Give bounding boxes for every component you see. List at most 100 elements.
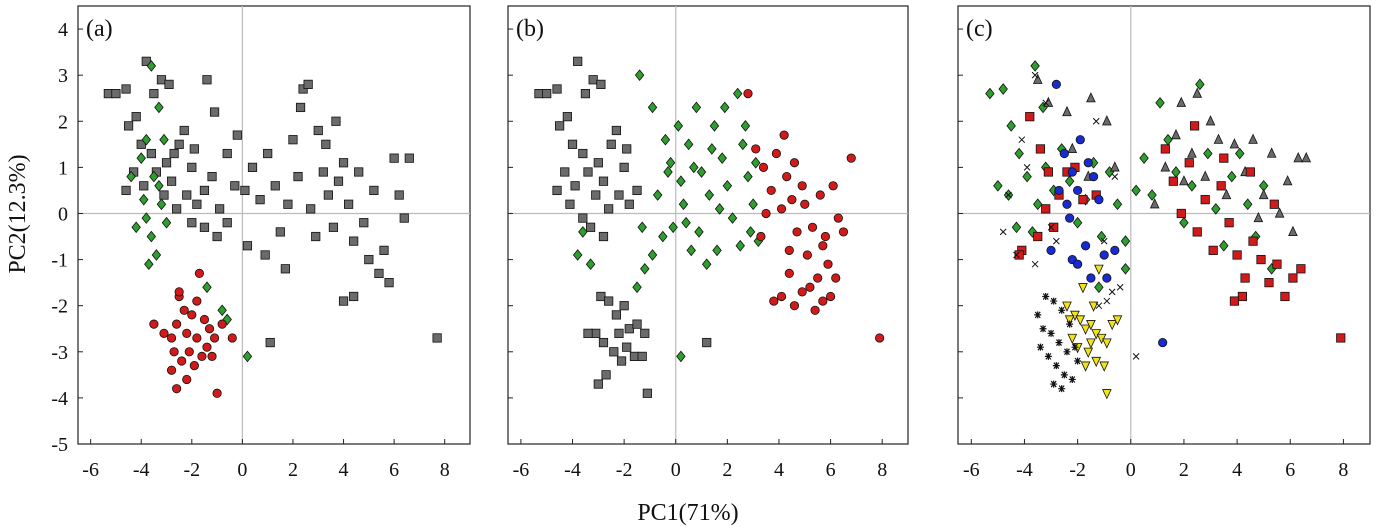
data-point xyxy=(598,337,609,348)
data-point xyxy=(1224,218,1234,228)
data-point xyxy=(1245,167,1255,177)
data-point xyxy=(704,189,715,201)
data-point xyxy=(399,213,409,223)
data-point xyxy=(696,166,707,178)
data-point xyxy=(146,230,157,243)
data-point xyxy=(583,167,593,177)
data-point xyxy=(1187,179,1197,192)
x-tick-label: 4 xyxy=(774,459,784,481)
data-point xyxy=(1274,207,1285,218)
data-point xyxy=(146,148,156,159)
data-point xyxy=(194,268,204,279)
data-point xyxy=(197,351,207,361)
data-point xyxy=(756,231,766,242)
data-point xyxy=(166,176,177,186)
data-point xyxy=(182,328,192,338)
data-point xyxy=(192,296,202,306)
data-point xyxy=(1036,343,1044,351)
y-tick-label: 0 xyxy=(58,203,68,225)
data-point xyxy=(182,190,192,200)
data-point xyxy=(598,176,609,186)
x-tick-label: 0 xyxy=(671,459,681,481)
data-point xyxy=(1253,211,1264,223)
data-point xyxy=(217,319,227,329)
data-point xyxy=(1099,361,1110,372)
data-point xyxy=(111,89,121,99)
data-point xyxy=(583,328,593,338)
data-point xyxy=(156,198,167,211)
data-point xyxy=(1158,337,1168,348)
data-point xyxy=(596,291,606,302)
y-tick-label: -5 xyxy=(51,434,68,456)
data-point xyxy=(202,75,212,85)
data-point xyxy=(1080,324,1091,335)
series-green-diamond xyxy=(572,69,764,363)
data-point xyxy=(1176,208,1186,219)
series-red-circle xyxy=(743,89,885,343)
data-point xyxy=(1052,237,1060,245)
data-point xyxy=(1132,353,1140,360)
data-point xyxy=(782,171,792,182)
data-point xyxy=(1219,239,1229,252)
panel-c: -6 -4 -2 0 2 4 6 8 (c) xyxy=(957,5,1371,481)
data-point xyxy=(1006,120,1016,132)
data-point xyxy=(585,222,596,232)
data-point xyxy=(404,153,414,163)
data-point xyxy=(611,310,621,320)
series-gray-triangle xyxy=(1032,73,1312,237)
data-point xyxy=(828,181,838,191)
data-point xyxy=(172,319,182,329)
data-point xyxy=(1232,250,1242,260)
data-point xyxy=(1071,343,1079,351)
data-point xyxy=(1034,311,1042,319)
data-point xyxy=(151,249,162,261)
data-point xyxy=(800,199,810,209)
data-point xyxy=(552,84,562,94)
data-point xyxy=(311,231,321,242)
data-point xyxy=(394,190,404,200)
data-point xyxy=(1067,142,1078,154)
data-point xyxy=(222,148,232,159)
data-point xyxy=(1030,60,1040,72)
data-point xyxy=(637,221,647,234)
x-tick-label: -6 xyxy=(963,459,980,481)
y-tick-label: 4 xyxy=(58,19,68,41)
data-point xyxy=(1139,152,1149,164)
data-point xyxy=(187,310,197,320)
data-point xyxy=(784,268,794,279)
data-point xyxy=(1014,250,1024,260)
data-point xyxy=(184,347,194,357)
data-point xyxy=(174,139,184,149)
data-point xyxy=(743,170,753,183)
data-point xyxy=(875,333,885,343)
data-point xyxy=(1052,362,1060,370)
data-point xyxy=(1059,148,1069,159)
data-point xyxy=(622,144,632,154)
data-point xyxy=(1336,333,1346,343)
data-point xyxy=(212,388,222,398)
data-point xyxy=(1282,175,1293,186)
data-point xyxy=(265,337,275,348)
data-point xyxy=(338,296,349,306)
data-point xyxy=(1088,171,1099,182)
y-tick-label: -4 xyxy=(51,388,68,410)
data-point xyxy=(1058,306,1066,314)
data-point xyxy=(1025,112,1035,122)
data-point xyxy=(606,139,616,149)
data-point xyxy=(1103,297,1111,305)
data-point xyxy=(207,351,217,361)
plot-frame xyxy=(507,5,909,445)
data-point xyxy=(727,212,738,224)
data-point xyxy=(732,87,743,100)
data-point xyxy=(709,120,720,132)
data-point xyxy=(820,231,831,242)
data-point xyxy=(591,190,601,200)
data-point xyxy=(1073,259,1083,269)
data-point xyxy=(1080,241,1091,251)
data-point xyxy=(751,144,761,154)
panel-a: -6 -4 -2 0 2 4 6 8 4 3 2 1 0 -1 -2 -3 -4 -5 (a) xyxy=(51,5,471,481)
data-point xyxy=(209,333,220,343)
data-point xyxy=(609,347,619,357)
data-point xyxy=(652,189,663,201)
data-point xyxy=(141,212,151,224)
